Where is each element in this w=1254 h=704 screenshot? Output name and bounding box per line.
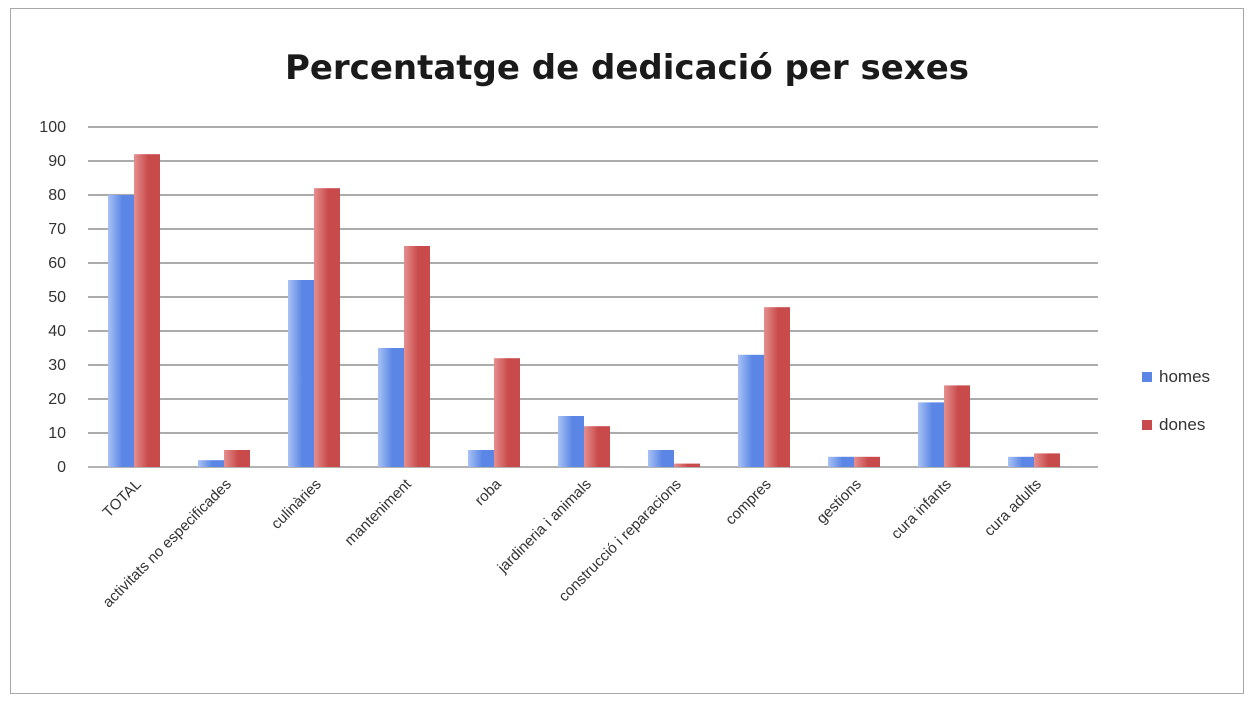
y-tick-label: 20 [48,391,66,408]
y-tick-label: 10 [48,425,66,442]
x-tick-label: gestions [813,476,865,528]
bar-homes [468,450,494,467]
y-tick-label: 60 [48,255,66,272]
bar-dones [314,188,340,467]
bar-homes [288,280,314,467]
y-tick-label: 50 [48,289,66,306]
y-tick-label: 100 [39,119,66,136]
bar-dones [494,358,520,467]
bar-homes [648,450,674,467]
y-tick-label: 30 [48,357,66,374]
bar-dones [224,450,250,467]
x-tick-label: compres [722,476,775,529]
bar-dones [764,307,790,467]
chart-frame [10,8,1244,694]
x-tick-label: jardineria i animals [494,476,595,577]
bar-homes [108,195,134,467]
bar-dones [134,154,160,467]
bar-dones [854,456,880,467]
x-tick-label: culinàries [268,476,325,533]
bar-homes [1008,456,1034,467]
x-tick-label: manteniment [341,475,415,549]
bar-dones [674,463,700,467]
legend-label-homes: homes [1159,367,1210,386]
bar-homes [828,456,854,467]
y-tick-label: 80 [48,187,66,204]
bar-homes [378,348,404,467]
bar-dones [1034,453,1060,467]
y-tick-label: 70 [48,221,66,238]
bar-dones [584,426,610,467]
legend-swatch-homes [1142,372,1152,382]
legend-label-dones: dones [1159,415,1205,434]
x-tick-label: TOTAL [100,476,145,521]
x-tick-label: cura infants [888,476,955,543]
bar-homes [558,416,584,467]
x-tick-label: cura adults [981,476,1045,540]
bar-homes [198,460,224,467]
legend-swatch-dones [1142,420,1152,430]
bar-homes [918,402,944,467]
bar-homes [738,354,764,467]
x-tick-label: roba [472,475,506,509]
bar-dones [944,385,970,467]
y-tick-label: 0 [57,459,66,476]
bar-dones [404,246,430,467]
y-tick-label: 40 [48,323,66,340]
chart-title: Percentatge de dedicació per sexes [284,48,970,88]
y-tick-label: 90 [48,153,66,170]
